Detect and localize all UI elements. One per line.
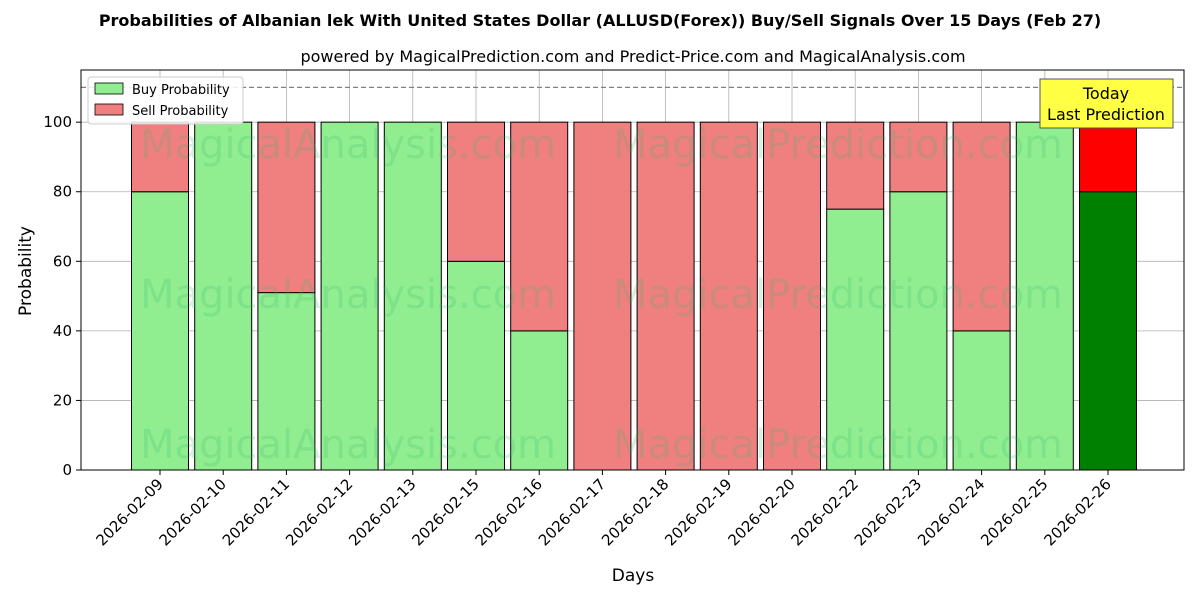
watermark-text: MagicalPrediction.com — [613, 272, 1063, 318]
y-axis-ticks: 0 20 40 60 80 100 — [43, 113, 81, 479]
legend-sell-swatch — [94, 103, 124, 116]
buy-bar — [1079, 191, 1137, 471]
x-tick-label: 2026-02-11 — [219, 475, 293, 549]
x-tick-label: 2026-02-13 — [345, 475, 419, 549]
legend-sell-label: Sell Probability — [132, 104, 229, 119]
x-tick-label: 2026-02-25 — [977, 475, 1051, 549]
watermark-text: MagicalAnalysis.com — [140, 422, 556, 468]
y-tick-label: 60 — [53, 252, 72, 270]
chart-subtitle: powered by MagicalPrediction.com and Pre… — [300, 47, 965, 66]
sell-bar — [510, 121, 569, 332]
x-tick-label: 2026-02-23 — [851, 475, 925, 549]
buy-bar — [826, 208, 885, 471]
buy-bar — [889, 191, 948, 471]
x-tick-label: 2026-02-16 — [472, 475, 546, 549]
y-tick-label: 0 — [62, 461, 72, 479]
watermarks: MagicalAnalysis.com MagicalPrediction.com… — [140, 122, 1063, 468]
buy-bar — [510, 330, 569, 471]
watermark-text: MagicalAnalysis.com — [140, 122, 556, 168]
legend: Buy Probability Sell Probability — [87, 76, 244, 125]
buy-bar — [383, 121, 442, 471]
watermark-text: MagicalAnalysis.com — [140, 272, 556, 318]
x-tick-label: 2026-02-24 — [914, 475, 988, 549]
sell-bar — [952, 121, 1011, 332]
sell-bar — [1079, 121, 1137, 193]
plot-frame — [80, 69, 1185, 471]
today-box — [1039, 78, 1174, 129]
sell-bar — [131, 121, 189, 193]
buy-bar — [952, 330, 1011, 471]
x-tick-label: 2026-02-22 — [788, 475, 862, 549]
legend-buy-swatch — [94, 82, 124, 95]
x-tick-label: 2026-02-10 — [156, 475, 230, 549]
x-tick-label: 2026-02-26 — [1040, 475, 1114, 549]
y-tick-label: 100 — [43, 113, 72, 131]
y-tick-label: 80 — [53, 183, 72, 201]
x-tick-label: 2026-02-18 — [598, 475, 672, 549]
watermark-text: MagicalPrediction.com — [613, 122, 1063, 168]
sell-bar — [699, 121, 758, 471]
last-prediction-label: Last Prediction — [1047, 105, 1165, 124]
x-tick-label: 2026-02-09 — [92, 475, 166, 549]
x-axis-ticks: 2026-02-092026-02-102026-02-112026-02-12… — [92, 470, 1115, 549]
x-tick-label: 2026-02-15 — [408, 475, 482, 549]
buy-bar — [194, 121, 253, 471]
sell-bar — [826, 121, 885, 210]
sell-bar — [763, 121, 821, 471]
today-label: Today — [1082, 84, 1129, 103]
x-tick-label: 2026-02-20 — [724, 475, 798, 549]
buy-bar — [320, 121, 379, 471]
chart-title: Probabilities of Albanian lek With Unite… — [99, 11, 1101, 30]
sell-bar — [257, 121, 316, 294]
legend-box — [87, 76, 244, 125]
sell-bar — [573, 121, 632, 471]
sell-bar — [636, 121, 695, 471]
legend-buy-label: Buy Probability — [132, 83, 230, 98]
x-axis-label: Days — [612, 566, 655, 586]
x-tick-label: 2026-02-19 — [661, 475, 735, 549]
sell-bar — [889, 121, 948, 193]
watermark-text: MagicalPrediction.com — [613, 422, 1063, 468]
buy-bar — [1015, 121, 1074, 471]
bars — [131, 121, 1137, 471]
sell-bar — [447, 121, 505, 262]
y-tick-label: 40 — [53, 322, 72, 340]
y-axis-label: Probability — [16, 226, 36, 316]
today-annotation: Today Last Prediction — [1039, 78, 1174, 129]
x-tick-label: 2026-02-12 — [282, 475, 356, 549]
x-tick-label: 2026-02-17 — [535, 475, 609, 549]
y-tick-label: 20 — [53, 391, 72, 409]
